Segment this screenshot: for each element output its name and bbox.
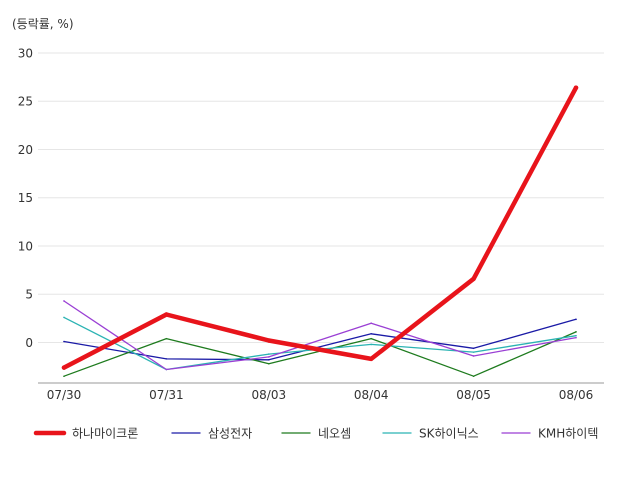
y-tick-label: 0 [25, 336, 33, 350]
legend-label: 삼성전자 [208, 427, 252, 441]
data-point [61, 365, 67, 370]
data-point [472, 347, 475, 350]
series-line [63, 318, 577, 361]
y-tick-label: 10 [18, 239, 33, 253]
data-point [268, 353, 270, 355]
data-point [472, 375, 475, 378]
data-point [370, 332, 373, 335]
data-point [471, 276, 476, 281]
series-line [63, 316, 577, 371]
data-point [165, 368, 168, 371]
data-point [370, 322, 373, 324]
legend-label: 하나마이크론 [72, 427, 138, 441]
data-point [165, 358, 168, 360]
legend-label: SK하이닉스 [419, 427, 479, 441]
legend-label: 네오셈 [318, 427, 351, 441]
legend-item: 삼성전자 [171, 427, 252, 441]
x-tick-label: 08/05 [456, 388, 491, 402]
y-tick-label: 25 [18, 95, 33, 109]
data-point [575, 334, 577, 337]
data-point [370, 337, 373, 340]
x-tick-label: 07/31 [149, 388, 184, 402]
x-tick-label: 07/30 [47, 388, 82, 402]
data-point [472, 351, 475, 353]
data-point [63, 375, 65, 378]
data-point [370, 343, 373, 346]
gridlines [38, 52, 604, 343]
series-1 [61, 85, 579, 370]
y-tick-label: 20 [18, 143, 33, 157]
y-tick-label: 15 [18, 191, 33, 205]
x-axis: 07/30 07/31 08/03 08/04 08/05 08/06 [38, 382, 604, 402]
series-line [61, 85, 579, 370]
data-point [63, 316, 65, 319]
data-point [164, 312, 169, 317]
data-point [268, 356, 270, 358]
legend-item: SK하이닉스 [382, 427, 479, 441]
y-axis-unit-label: (등락률, %) [12, 17, 74, 31]
x-tick-label: 08/03 [252, 388, 287, 402]
series-5 [63, 300, 577, 371]
legend: 하나마이크론 삼성전자 네오셈 SK하이닉스 KMH하이텍 [33, 427, 598, 441]
y-axis: 0 5 10 15 20 25 30 [18, 47, 33, 350]
series-4 [63, 316, 577, 371]
data-point [63, 300, 65, 302]
data-point [472, 355, 475, 357]
legend-item: 하나마이크론 [33, 427, 138, 441]
series-lines [61, 85, 579, 378]
data-point [266, 338, 271, 343]
data-point [63, 340, 65, 343]
legend-item: KMH하이텍 [501, 427, 598, 441]
x-tick-label: 08/06 [559, 388, 594, 402]
data-point [369, 356, 374, 362]
data-point [268, 362, 270, 365]
y-tick-label: 30 [18, 47, 33, 61]
data-point [573, 85, 579, 90]
data-point [165, 337, 168, 340]
data-point [575, 331, 577, 333]
y-tick-label: 5 [25, 288, 33, 302]
x-tick-label: 08/04 [354, 388, 389, 402]
legend-label: KMH하이텍 [538, 427, 598, 441]
data-point [575, 318, 577, 321]
data-point [575, 336, 577, 339]
data-point [268, 359, 270, 361]
series-2 [63, 318, 577, 361]
legend-item: 네오셈 [281, 427, 351, 441]
series-line [63, 300, 577, 371]
